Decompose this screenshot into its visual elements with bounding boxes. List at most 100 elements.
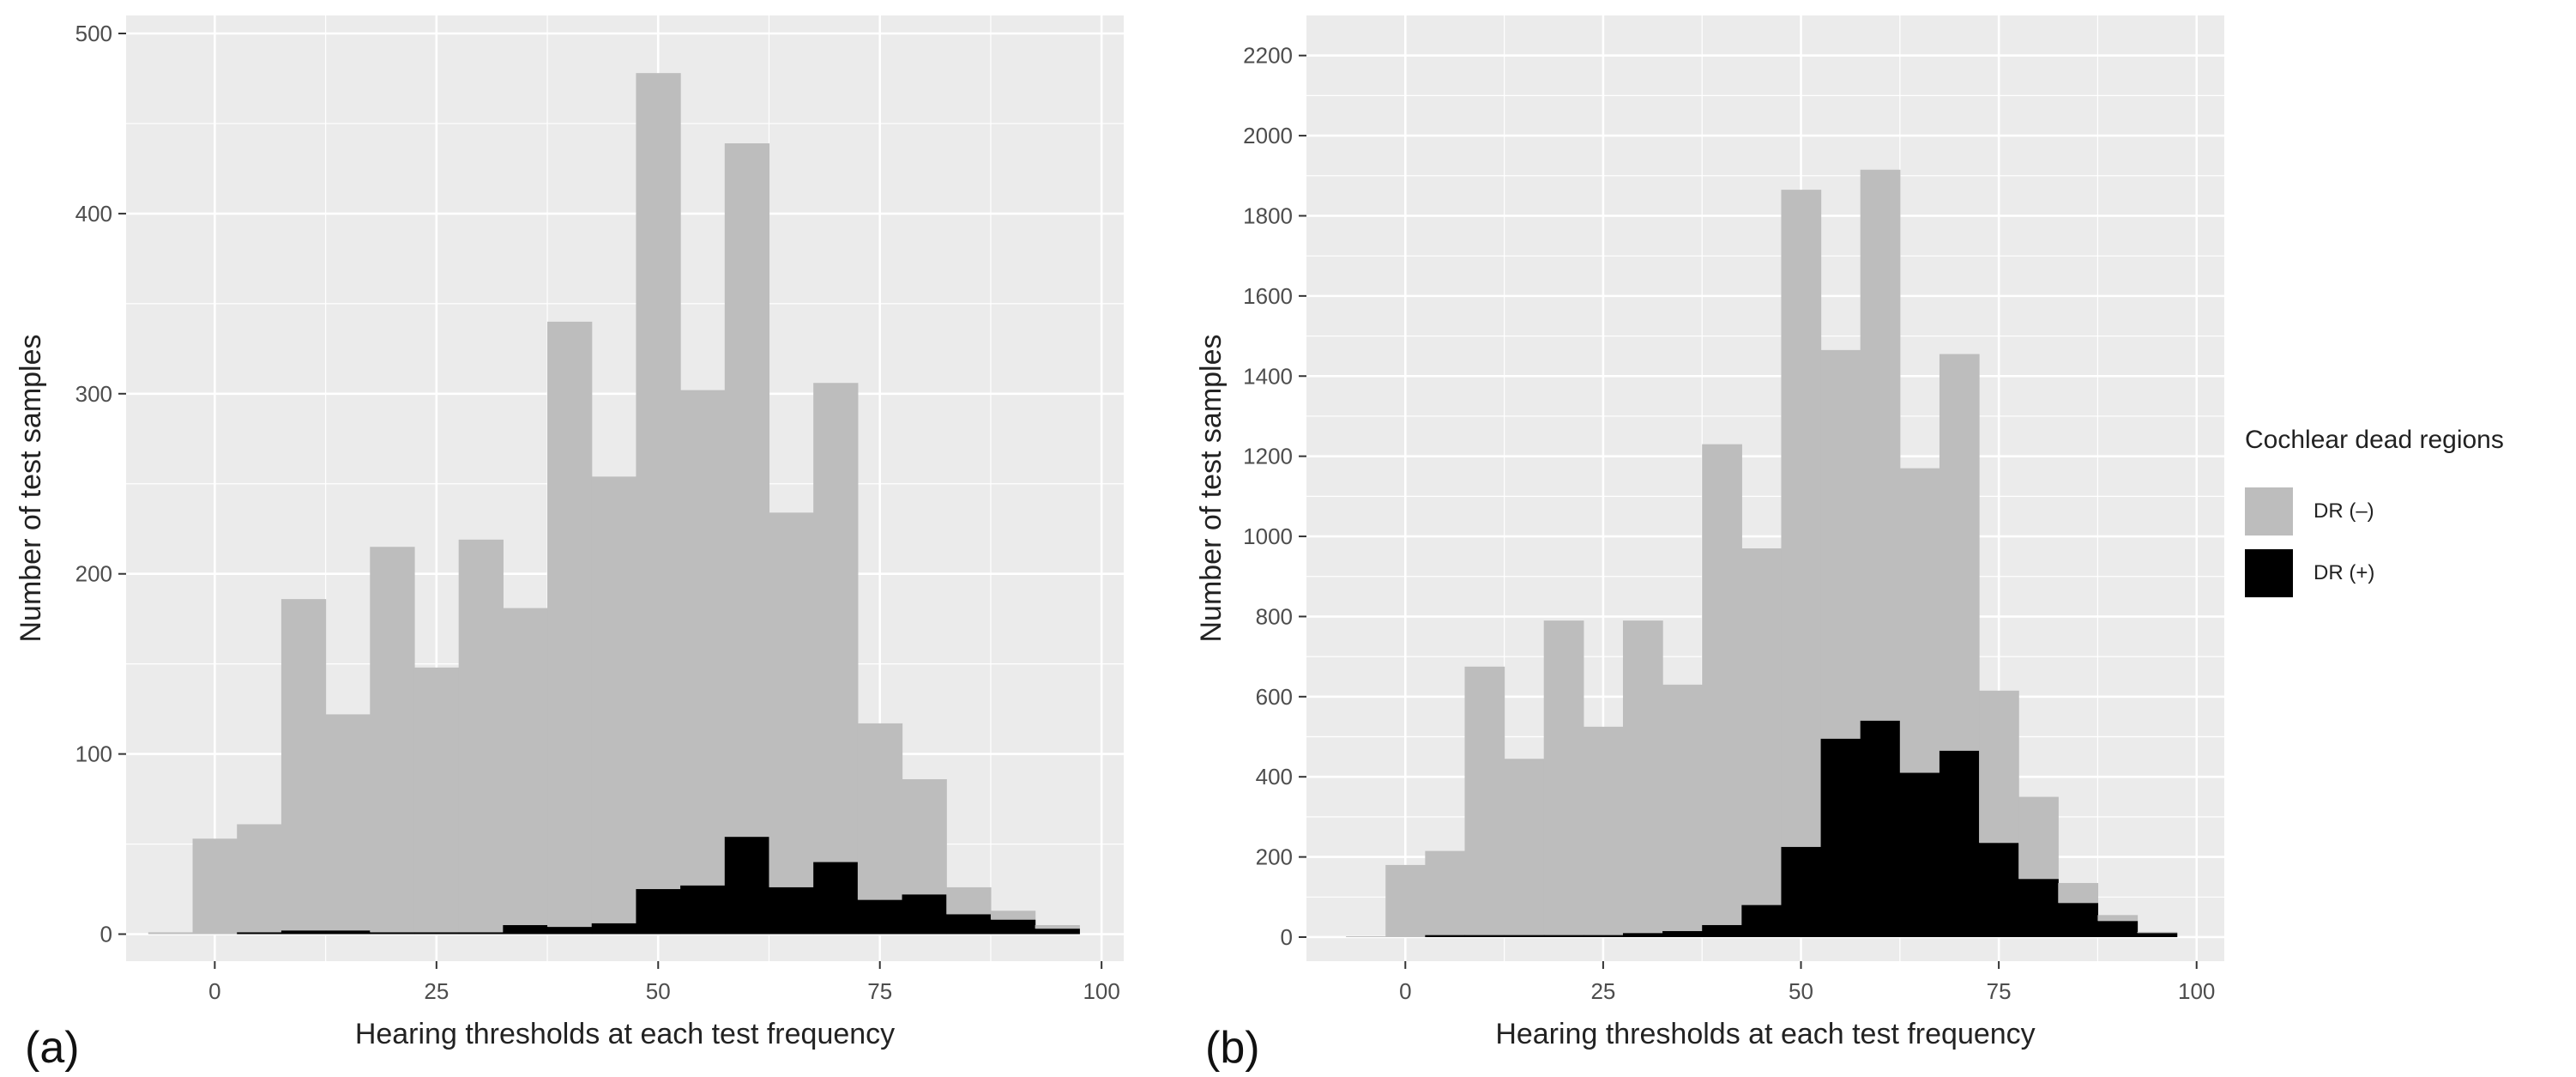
bar-dr-negative [237, 824, 282, 933]
x-tick-label: 0 [1399, 978, 1411, 1004]
bar-dr-positive [1702, 924, 1742, 937]
bar-dr-positive [370, 932, 415, 935]
y-tick-label: 1200 [1243, 444, 1293, 469]
bar-dr-positive [458, 932, 504, 935]
bar-dr-negative [724, 143, 770, 838]
y-tick-label: 800 [1256, 603, 1293, 629]
bar-dr-negative [1346, 936, 1386, 937]
bar-dr-positive [2137, 933, 2178, 937]
y-tick-label: 2000 [1243, 123, 1293, 148]
bar-dr-positive [1543, 935, 1584, 937]
bar-dr-negative [2097, 915, 2139, 922]
legend-title: Cochlear dead regions [2245, 426, 2504, 454]
legend-key-dr-negative [2245, 487, 2293, 535]
bar-dr-positive [1662, 930, 1703, 937]
y-axis-title: Number of test samples [15, 334, 47, 642]
x-tick-label: 75 [867, 978, 892, 1004]
bar-dr-negative [1702, 444, 1742, 925]
bar-dr-positive [902, 894, 947, 935]
x-tick-label: 75 [1987, 978, 2012, 1004]
legend-label-dr-positive: DR (+) [2314, 561, 2375, 584]
chart-panel-b: 0200400600800100012001400160018002000220… [1195, 15, 2224, 1073]
bar-dr-positive [2058, 903, 2099, 937]
x-axis-title: Hearing thresholds at each test frequenc… [355, 1018, 895, 1050]
y-tick-label: 1000 [1243, 523, 1293, 549]
y-tick-label: 400 [75, 201, 112, 227]
legend: Cochlear dead regions DR (–) DR (+) [2245, 426, 2571, 604]
panel-label-b: (b) [1205, 1023, 1260, 1073]
bar-dr-negative [192, 838, 238, 935]
y-axis-title: Number of test samples [1195, 334, 1228, 642]
bar-dr-positive [2097, 921, 2139, 937]
legend-label-dr-negative: DR (–) [2314, 499, 2374, 523]
bar-dr-positive [724, 837, 770, 935]
bar-dr-positive [946, 914, 992, 935]
bar-dr-negative [1425, 850, 1466, 935]
y-tick-label: 600 [1256, 684, 1293, 710]
bar-dr-positive [1741, 905, 1783, 937]
legend-key-dr-positive [2245, 549, 2293, 597]
bar-dr-negative [1035, 925, 1080, 929]
bar-dr-negative [503, 608, 548, 926]
bar-dr-positive [547, 927, 593, 935]
bar-dr-positive [1425, 935, 1466, 937]
bar-dr-negative [2137, 931, 2178, 934]
bar-dr-negative [1979, 690, 2019, 844]
bar-dr-negative [946, 886, 992, 915]
bar-dr-positive [1583, 935, 1624, 937]
bar-dr-positive [1504, 935, 1545, 937]
y-tick-label: 200 [75, 561, 112, 587]
bar-dr-negative [413, 667, 460, 933]
x-tick-label: 100 [2178, 978, 2215, 1004]
bar-dr-positive [1899, 772, 1940, 937]
x-tick-label: 25 [1590, 978, 1615, 1004]
bar-dr-positive [503, 925, 548, 935]
bar-dr-negative [1939, 354, 1980, 751]
y-tick-label: 400 [1256, 764, 1293, 790]
y-tick-label: 1400 [1243, 363, 1293, 389]
bar-dr-positive [1820, 738, 1861, 937]
y-tick-label: 200 [1256, 844, 1293, 870]
bar-dr-positive [1979, 843, 2019, 937]
bar-dr-negative [2058, 882, 2099, 904]
bar-dr-negative [547, 321, 593, 928]
bar-dr-negative [990, 911, 1036, 920]
bar-dr-negative [148, 932, 194, 935]
bar-dr-positive [325, 930, 371, 935]
bar-dr-negative [281, 599, 327, 931]
bar-dr-positive [591, 923, 637, 935]
y-tick-label: 1600 [1243, 283, 1293, 309]
bar-dr-negative [902, 778, 947, 895]
bar-dr-positive [281, 930, 327, 935]
bar-dr-negative [1741, 548, 1783, 905]
bar-dr-negative [2018, 796, 2059, 880]
y-tick-label: 0 [1281, 924, 1293, 950]
bar-dr-positive [1035, 929, 1080, 935]
bar-dr-negative [813, 383, 859, 862]
bar-dr-negative [769, 512, 814, 887]
bar-dr-positive [680, 885, 726, 935]
x-tick-label: 50 [1789, 978, 1813, 1004]
panel-label-a: (a) [25, 1023, 80, 1073]
y-tick-label: 2200 [1243, 43, 1293, 69]
x-axis-title: Hearing thresholds at each test frequenc… [1495, 1018, 2035, 1050]
bar-dr-positive [990, 919, 1036, 935]
bar-dr-positive [1860, 720, 1901, 937]
bar-dr-positive [1781, 846, 1822, 937]
x-tick-label: 50 [646, 978, 671, 1004]
bar-dr-negative [1820, 349, 1861, 739]
bar-dr-negative [1504, 759, 1545, 935]
bar-dr-negative [591, 476, 637, 923]
bar-dr-positive [636, 889, 681, 935]
bar-dr-negative [1781, 190, 1822, 847]
x-tick-label: 25 [424, 978, 449, 1004]
legend-item-dr-positive: DR (+) [2245, 542, 2571, 604]
bar-dr-positive [769, 886, 814, 935]
y-tick-label: 100 [75, 741, 112, 767]
legend-item-dr-negative: DR (–) [2245, 481, 2571, 542]
bar-dr-negative [1385, 864, 1426, 937]
y-tick-label: 0 [100, 922, 112, 947]
bar-dr-positive [813, 862, 859, 935]
y-tick-label: 300 [75, 381, 112, 407]
